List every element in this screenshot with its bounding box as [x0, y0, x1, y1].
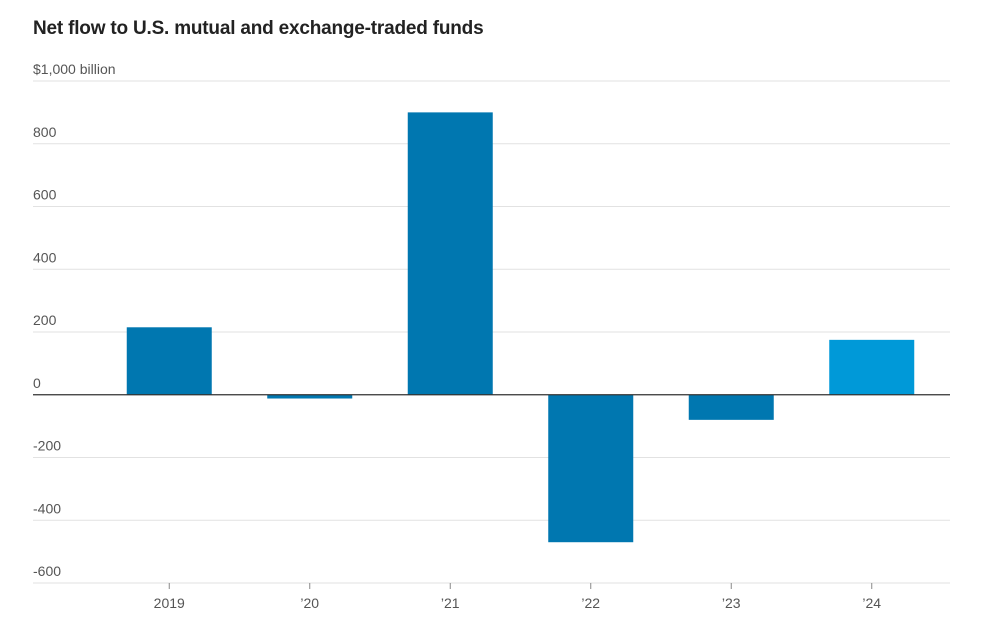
- y-tick-label: $1,000 billion: [33, 61, 116, 77]
- bar-0: [126, 327, 212, 395]
- chart-title: Net flow to U.S. mutual and exchange-tra…: [33, 18, 484, 39]
- bar-3: [548, 394, 634, 543]
- y-tick-label: 600: [33, 187, 57, 203]
- x-tick-label: 2019: [154, 595, 185, 611]
- x-tick-label: ’20: [300, 595, 319, 611]
- bar-5: [829, 339, 915, 395]
- bar-4: [688, 394, 774, 420]
- y-tick-label: 800: [33, 124, 57, 140]
- y-axis-labels: $1,000 billion 800 600 400 200 0 -200 -400 -600: [33, 61, 116, 579]
- y-tick-label: -400: [33, 500, 61, 516]
- x-tick-label: ’22: [581, 595, 600, 611]
- x-tick-label: ’23: [722, 595, 741, 611]
- y-tick-label: 400: [33, 249, 57, 265]
- bar-1: [267, 394, 353, 399]
- bar-2: [407, 112, 493, 395]
- x-tick-label: ’24: [862, 595, 881, 611]
- y-tick-label: -600: [33, 563, 61, 579]
- y-tick-label: 0: [33, 375, 41, 391]
- bars: [126, 112, 915, 543]
- y-tick-label: -200: [33, 438, 61, 454]
- x-tick-label: ’21: [441, 595, 460, 611]
- x-axis-labels: 2019 ’20 ’21 ’22 ’23 ’24: [154, 583, 881, 611]
- zero-line: [33, 394, 950, 584]
- y-tick-label: 200: [33, 312, 57, 328]
